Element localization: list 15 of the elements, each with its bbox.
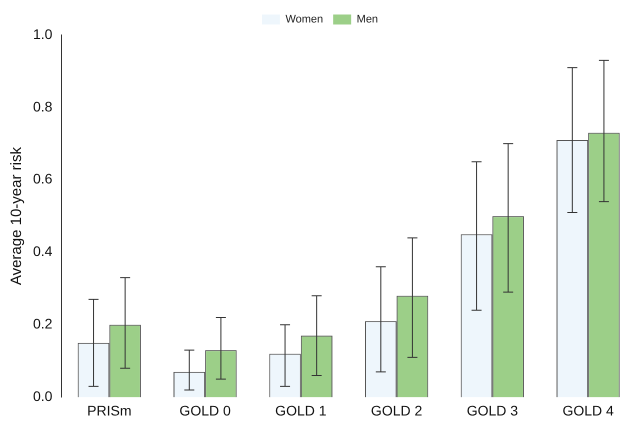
y-tick-label: 0.6 [32,170,53,187]
x-tick-label: GOLD 0 [179,402,231,418]
y-tick-label: 0.4 [32,243,53,260]
legend-label: Men [356,14,378,26]
y-tick-label: 0.8 [32,98,53,114]
y-axis-title: Average 10-year risk [8,146,26,286]
x-tick-label: GOLD 2 [370,402,422,418]
x-tick-label: GOLD 1 [275,402,327,418]
x-tick-label: GOLD 4 [562,402,614,418]
legend-label: Women [285,14,324,26]
x-tick-label: PRISm [87,402,132,418]
y-tick-label: 0.0 [32,388,53,404]
x-tick-label: GOLD 3 [466,402,518,418]
y-tick-label: 0.2 [32,316,53,332]
y-tick-label: 1.0 [32,26,53,42]
